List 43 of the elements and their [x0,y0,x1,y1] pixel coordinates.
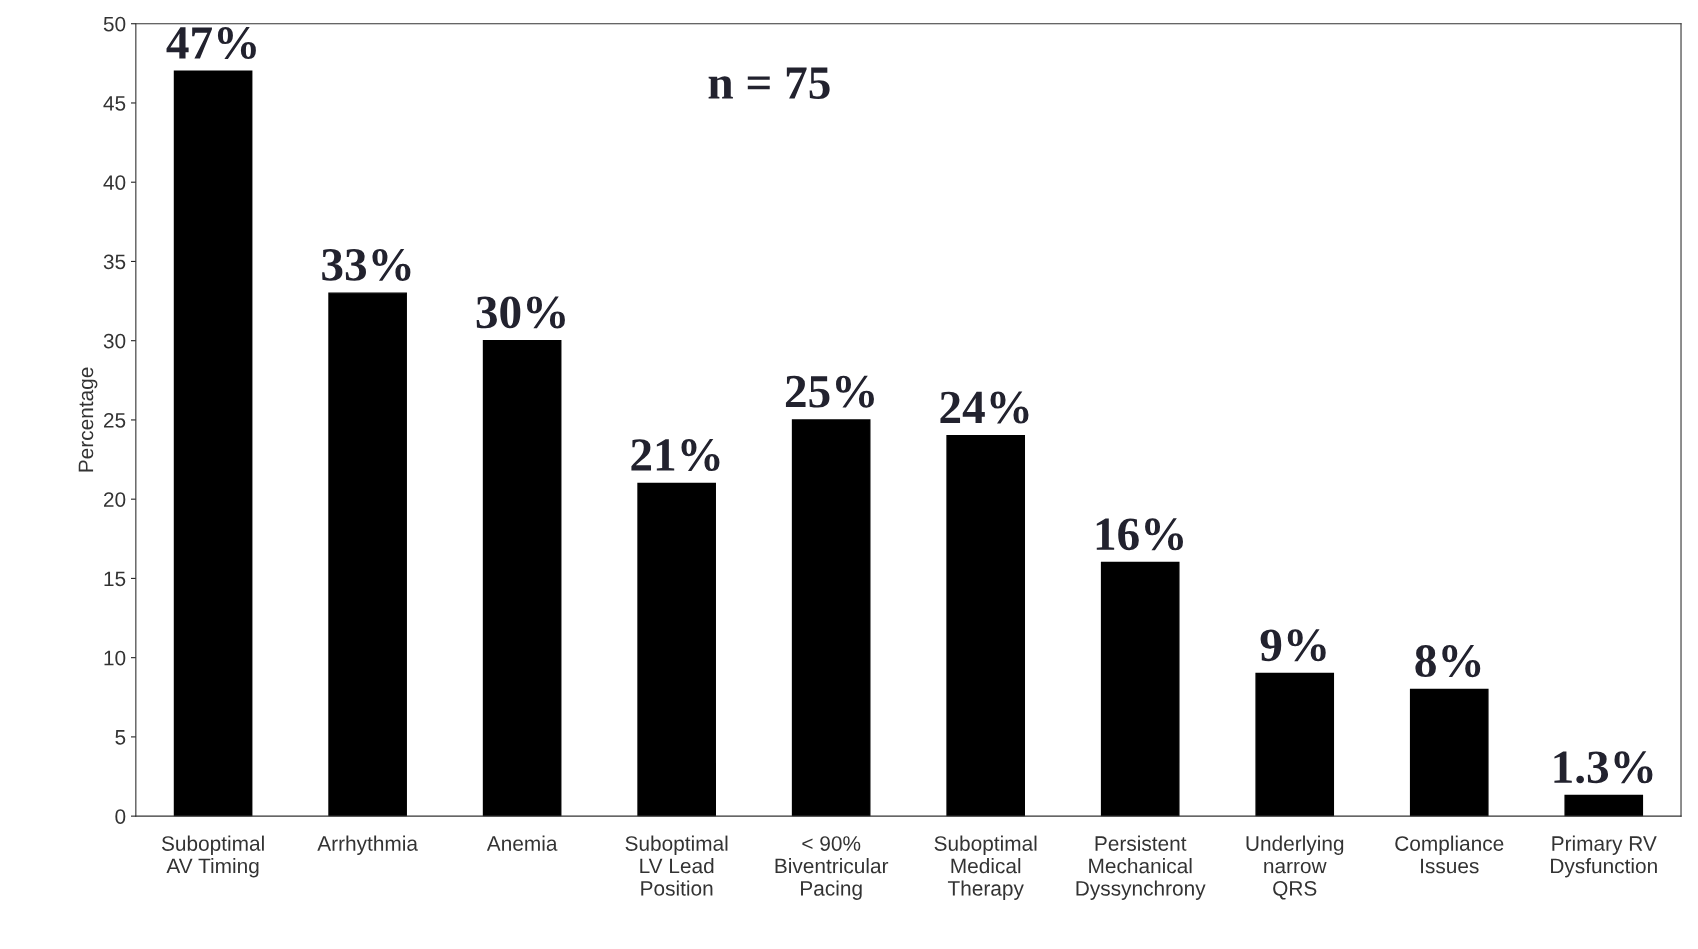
y-tick-label: 0 [115,809,126,824]
annotation: n = 75 [708,67,830,99]
bar [1100,561,1180,817]
y-tick-label: 50 [103,16,126,32]
bar [637,482,716,817]
x-tick-label: Underlying narrow QRS [1246,835,1344,900]
y-tick-label: 10 [104,650,126,666]
data-label: 30% [476,296,565,329]
y-axis-title: Percentage [78,367,98,472]
bar [946,435,1026,817]
x-tick-label: Suboptimal LV Lead Position [625,835,728,896]
x-tick-label: < 90% Biventricular Pacing [775,836,889,900]
bar [1409,688,1489,817]
x-tick-label: Anemia [486,835,558,851]
x-tick-label: Suboptimal Medical Therapy [934,835,1037,900]
bar [482,339,562,817]
bar [791,419,871,817]
data-label: 47% [166,27,256,60]
x-tick-label: Persistent Mechanical Dyssynchrony [1076,835,1206,900]
bar [328,292,407,817]
data-label: 24% [940,391,1029,424]
data-label: 8% [1415,645,1481,678]
y-tick-label: 40 [103,175,126,190]
x-tick-label: Arrhythmia [317,835,418,855]
data-label: 21% [631,439,720,472]
x-tick-label: Suboptimal AV Timing [161,835,264,878]
y-tick-label: 30 [103,333,126,349]
bar [1255,672,1335,817]
y-tick-label: 25 [104,412,126,428]
data-label: 16% [1096,518,1183,551]
bar [1564,794,1644,817]
x-tick-label: Compliance Issues [1395,835,1504,874]
y-tick-label: 5 [115,730,126,745]
y-tick-label: 15 [104,571,126,587]
data-label: 9% [1260,629,1326,662]
bar [173,70,253,817]
y-tick-label: 20 [104,492,126,507]
x-tick-label: Primary RV Dysfunction [1551,835,1657,878]
y-tick-label: 35 [103,254,126,270]
data-label: 25% [785,375,874,408]
data-label: 1.3% [1554,751,1653,784]
y-tick-label: 45 [103,96,126,111]
data-label: 33% [322,248,411,281]
